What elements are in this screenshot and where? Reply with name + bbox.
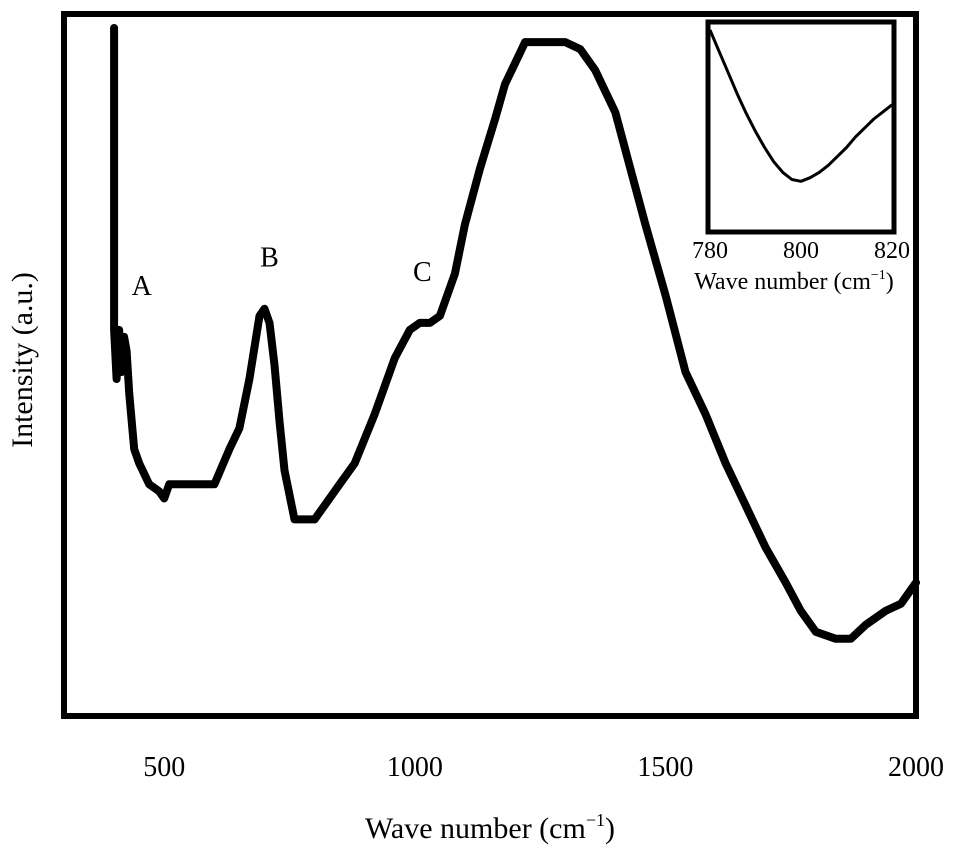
main-series-line: [110, 24, 920, 643]
inset-x-axis-title-text: Wave number (cm: [694, 269, 871, 295]
x-axis-title-close: ): [605, 812, 615, 845]
x-tick-label-1500: 1500: [637, 752, 693, 783]
inset-x-axis-title: Wave number (cm−1): [694, 268, 894, 295]
inset-x-axis-title-close: ): [886, 269, 894, 295]
x-axis-title: Wave number (cm−1): [365, 810, 615, 845]
peak-label-c: C: [413, 257, 432, 288]
inset-x-axis-title-superscript: −1: [871, 268, 886, 283]
peak-label-a: A: [132, 271, 153, 302]
inset-x-tick-label-820: 820: [874, 238, 910, 264]
x-axis-title-text: Wave number (cm: [365, 812, 586, 845]
x-tick-label-1000: 1000: [387, 752, 443, 783]
main-plot-frame: [61, 11, 919, 719]
inset-series-line: [708, 29, 893, 183]
inset-x-tick-label-780: 780: [692, 238, 728, 264]
y-axis-title: Intensity (a.u.): [6, 272, 39, 448]
x-axis-title-superscript: −1: [586, 810, 605, 830]
x-tick-label-2000: 2000: [888, 752, 944, 783]
inset-plot: 780 800 820 Wave number (cm−1): [692, 19, 910, 295]
main-x-tick-labels: 500 1000 1500 2000: [143, 752, 944, 783]
inset-x-tick-label-800: 800: [783, 238, 819, 264]
peak-label-b: B: [260, 243, 279, 274]
inset-plot-frame: [705, 19, 897, 235]
peak-annotations: A B C D: [132, 243, 432, 302]
x-tick-label-500: 500: [143, 752, 185, 783]
